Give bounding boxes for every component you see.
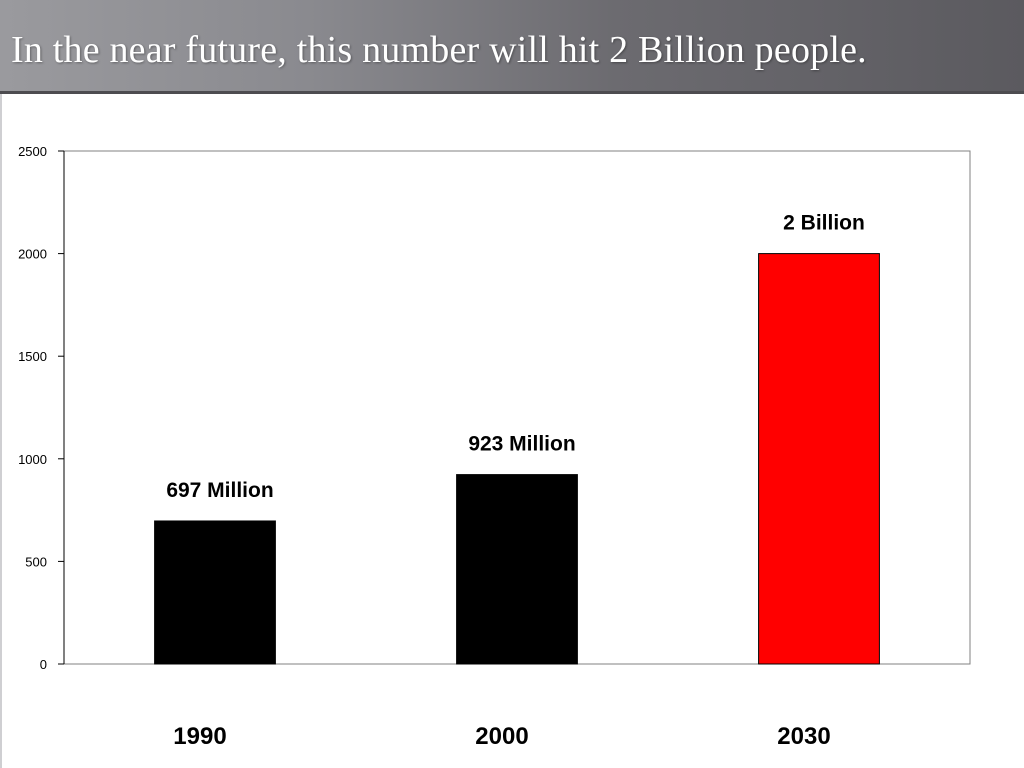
y-tick-label: 0 — [40, 657, 47, 672]
bar-2000 — [456, 474, 578, 665]
y-tick-label: 2500 — [18, 144, 47, 159]
y-axis: 0 500 1000 1500 2000 2500 — [18, 144, 65, 672]
bar-1990 — [154, 520, 276, 665]
data-label-2000: 923 Million — [468, 433, 575, 456]
bars — [154, 253, 880, 665]
y-tick-label: 2000 — [18, 247, 47, 262]
x-axis-labels: 1990 2000 2030 — [173, 723, 830, 750]
slide-left-edge — [0, 94, 2, 768]
data-labels: 697 Million 923 Million 2 Billion — [166, 212, 865, 502]
title-band: In the near future, this number will hit… — [0, 0, 1024, 94]
y-tick-label: 1000 — [18, 452, 47, 467]
y-tick-label: 500 — [25, 554, 47, 569]
slide-title: In the near future, this number will hit… — [11, 29, 867, 71]
x-category-label: 2030 — [777, 723, 830, 750]
x-category-label: 1990 — [173, 723, 226, 750]
data-label-1990: 697 Million — [166, 479, 273, 502]
bar-2030 — [758, 253, 880, 665]
data-label-2030: 2 Billion — [783, 212, 865, 235]
x-category-label: 2000 — [475, 723, 528, 750]
y-tick-label: 1500 — [18, 349, 47, 364]
